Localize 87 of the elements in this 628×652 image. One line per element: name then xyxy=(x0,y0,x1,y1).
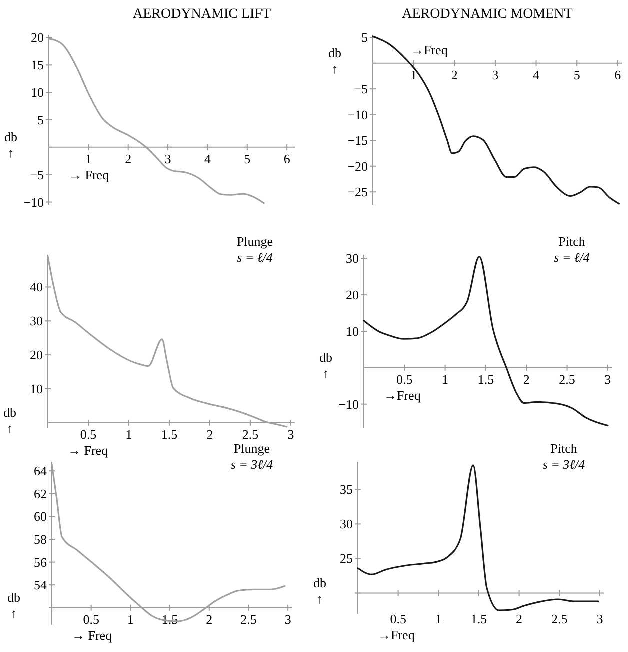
y-tick-label: 35 xyxy=(340,482,353,498)
x-tick-label: 2 xyxy=(516,611,523,626)
x-tick-label: 0.5 xyxy=(83,612,100,627)
x-axis-title: → Freq xyxy=(69,167,110,182)
y-tick-label: −5 xyxy=(30,167,44,182)
x-tick-label: 3 xyxy=(604,372,612,387)
x-tick-label: 1 xyxy=(442,372,449,387)
line-series xyxy=(372,36,620,205)
y-axis-title: db ↑ xyxy=(320,350,332,381)
annotation: s = ℓ/4 xyxy=(237,250,274,265)
x-tick-label: 0.5 xyxy=(396,372,413,387)
y-tick-label: 5 xyxy=(362,30,368,46)
x-tick-label: 3 xyxy=(284,612,292,627)
x-tick-label: 0.5 xyxy=(80,426,97,442)
y-tick-label: 40 xyxy=(30,280,43,295)
y-tick-label: 15 xyxy=(31,58,44,73)
y-tick-label: 60 xyxy=(34,509,47,524)
x-tick-label: 1.5 xyxy=(161,426,178,442)
x-tick-label: 2.5 xyxy=(240,612,257,627)
x-tick-label: 2 xyxy=(206,612,213,627)
x-axis-title: → Freq xyxy=(68,442,109,458)
y-tick-label: 20 xyxy=(31,30,44,46)
y-tick-label: −25 xyxy=(348,184,368,200)
x-tick-label: 1 xyxy=(85,151,92,166)
y-tick-label: 62 xyxy=(34,486,47,502)
y-tick-label: −10 xyxy=(348,107,368,122)
x-tick-label: 1.5 xyxy=(470,611,488,626)
y-tick-label: −10 xyxy=(338,396,359,412)
y-tick-label: −10 xyxy=(24,194,44,210)
y-tick-label: −20 xyxy=(348,158,368,174)
y-tick-label: 30 xyxy=(340,516,353,532)
y-tick-label: 25 xyxy=(340,551,353,566)
y-tick-label: 30 xyxy=(30,314,43,329)
x-tick-label: 2 xyxy=(451,67,458,82)
y-tick-label: 54 xyxy=(34,578,48,593)
x-axis-title: →Freq xyxy=(384,388,422,403)
x-tick-label: 1 xyxy=(126,426,132,442)
y-tick-label: 20 xyxy=(30,348,43,363)
text: Pitch xyxy=(550,441,578,456)
y-tick-label: 20 xyxy=(346,288,359,303)
annotation: s = 3ℓ/4 xyxy=(542,457,586,472)
x-axis-title: →Freq xyxy=(378,627,416,642)
y-axis-title: db ↑ xyxy=(8,590,20,621)
x-tick-label: 2 xyxy=(206,426,214,442)
y-axis-title: db ↑ xyxy=(328,45,342,76)
x-tick-label: 6 xyxy=(284,151,291,166)
x-tick-label: 4 xyxy=(533,67,540,82)
y-tick-label: 30 xyxy=(346,251,359,266)
x-tick-label: 1 xyxy=(410,67,418,82)
y-tick-label: 10 xyxy=(30,381,43,396)
x-tick-label: 1 xyxy=(127,612,134,627)
x-tick-label: 2.5 xyxy=(242,426,259,442)
x-tick-label: 1.5 xyxy=(478,372,494,387)
text: Plunge xyxy=(234,441,270,456)
x-tick-label: 2 xyxy=(125,151,132,166)
y-axis-title: db ↑ xyxy=(4,129,18,160)
y-tick-label: 64 xyxy=(34,464,48,479)
y-tick-label: −5 xyxy=(354,82,368,97)
y-tick-label: 58 xyxy=(34,532,47,548)
y-tick-label: 5 xyxy=(38,112,44,128)
x-tick-label: 1 xyxy=(435,611,442,626)
y-axis-title: db ↑ xyxy=(4,404,16,436)
x-tick-label: 6 xyxy=(614,67,622,82)
x-tick-label: 2 xyxy=(523,372,530,387)
x-tick-label: 2.5 xyxy=(552,611,568,626)
y-tick-label: −15 xyxy=(348,133,368,148)
y-axis-title: db ↑ xyxy=(314,575,326,606)
x-tick-label: 5 xyxy=(244,151,251,166)
x-tick-label: 3 xyxy=(596,611,604,626)
annotation: s = ℓ/4 xyxy=(554,250,590,265)
text: Pitch xyxy=(558,234,586,249)
x-tick-label: 5 xyxy=(574,67,580,82)
x-tick-label: 2.5 xyxy=(559,372,576,387)
x-axis-title: → Freq xyxy=(72,628,113,643)
x-axis-title: →Freq xyxy=(411,42,448,58)
y-tick-label: 10 xyxy=(346,324,359,339)
chart-title: AERODYNAMIC LIFT xyxy=(132,7,272,22)
chart-title: AERODYNAMIC MOMENT xyxy=(402,7,574,22)
x-tick-label: 3 xyxy=(288,426,294,442)
x-tick-label: 3 xyxy=(492,67,499,82)
y-tick-label: 56 xyxy=(34,554,48,570)
x-tick-label: 3 xyxy=(164,151,172,166)
y-tick-label: 10 xyxy=(31,85,44,100)
text: Plunge xyxy=(236,234,274,249)
x-tick-label: 4 xyxy=(204,151,212,166)
annotation: s = 3ℓ/4 xyxy=(230,457,274,472)
x-tick-label: 0.5 xyxy=(390,611,406,626)
